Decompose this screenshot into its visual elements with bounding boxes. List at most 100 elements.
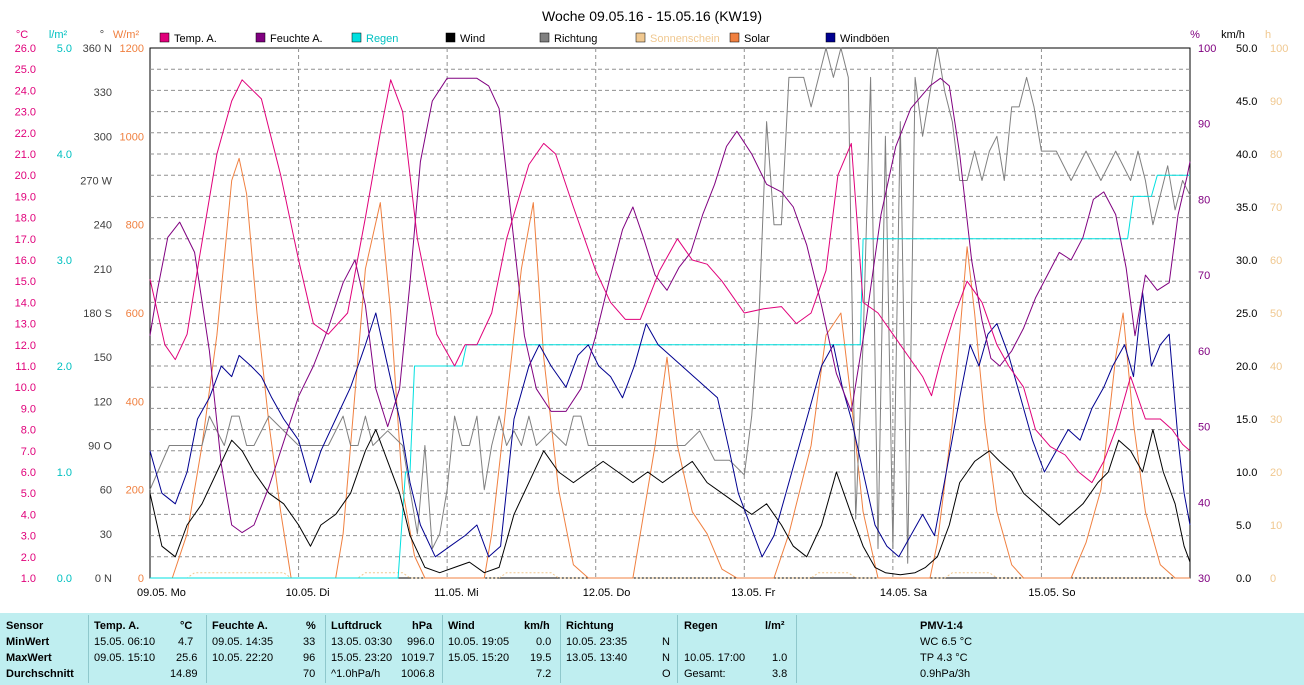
x-axis-labels: 09.05. Mo 10.05. Di 11.05. Mi 12.05. Do 13.0… — [137, 587, 1076, 599]
stats-cell: 0.0 — [536, 636, 552, 648]
axis-tick-label: 30 — [100, 529, 112, 541]
axis-tick-label: 25.0 — [15, 64, 36, 76]
stats-cell: 0.9hPa/3h — [920, 668, 971, 680]
axis-tick-label: 0 N — [95, 573, 112, 585]
axis-tick-label: 1.0 — [21, 573, 36, 585]
stats-cell: 15.05. 06:10 — [94, 636, 156, 648]
axis-tick-label: 4.0 — [21, 509, 36, 521]
stats-cell: 10.05. 19:05 — [448, 636, 510, 648]
stats-header-humidity: Feuchte A. — [212, 620, 268, 632]
axis-tick-label: 7.0 — [21, 446, 36, 458]
axis-tick-label: 5.0 — [57, 43, 72, 55]
stats-header-sensor: Sensor — [6, 620, 44, 632]
axis-tick-label: 180 S — [83, 308, 112, 320]
axis-tick-label: 30.0 — [1236, 255, 1257, 267]
axis-tick-label: 40 — [1198, 497, 1210, 509]
axis-tick-label: 400 — [126, 396, 144, 408]
legend-swatch — [825, 32, 836, 43]
axis-unit-title: ° — [100, 29, 104, 41]
axis-tick-label: 60 — [100, 485, 112, 497]
x-tick-label: 14.05. Sa — [880, 587, 928, 599]
axis-tick-label: 100 — [1198, 43, 1216, 55]
axis-unit-title: l/m² — [49, 29, 68, 41]
weather-chart: Woche 09.05.16 - 15.05.16 (KW19) Temp. A… — [15, 8, 1289, 599]
legend-swatch — [539, 32, 550, 43]
axis-tick-label: 13.0 — [15, 319, 36, 331]
stats-cell: 25.6 — [176, 652, 198, 664]
axis-tick-label: 1.0 — [57, 467, 72, 479]
stats-cell: 3.8 — [772, 668, 788, 680]
axis-tick-label: 60 — [1270, 255, 1282, 267]
axis-tick-label: 90 — [1198, 119, 1210, 131]
stats-cell: Gesamt: — [684, 668, 726, 680]
axis-tick-label: 2.0 — [21, 552, 36, 564]
axis-tick-label: 9.0 — [21, 403, 36, 415]
axis-tick-label: 10.0 — [1236, 467, 1257, 479]
axis-tick-label: 50.0 — [1236, 43, 1257, 55]
axis-tick-label: 90 O — [88, 441, 112, 453]
legend-label: Wind — [460, 33, 485, 45]
axis-tick-label: 14.0 — [15, 297, 36, 309]
axis-tick-label: 80 — [1270, 149, 1282, 161]
x-tick-label: 13.05. Fr — [731, 587, 775, 599]
axis-unit-title: °C — [16, 29, 28, 41]
x-tick-label: 10.05. Di — [286, 587, 330, 599]
stats-header-wind: Wind — [448, 620, 475, 632]
right-axes: 1009080706050403050.045.040.035.030.025.… — [1198, 43, 1288, 585]
axis-tick-label: 6.0 — [21, 467, 36, 479]
series-line-sonnenschein — [150, 572, 1190, 579]
axis-tick-label: 15.0 — [1236, 414, 1257, 426]
axis-tick-label: 1200 — [120, 43, 144, 55]
axis-unit-title: % — [1190, 29, 1200, 41]
axis-tick-label: 5.0 — [21, 488, 36, 500]
axis-tick-label: 360 N — [83, 43, 112, 55]
stats-cell: ^1.0hPa/h — [331, 668, 381, 680]
series-line-solar — [150, 157, 1190, 579]
axis-tick-label: 24.0 — [15, 85, 36, 97]
stats-cell: 7.2 — [536, 668, 552, 680]
stats-cell: 14.89 — [170, 668, 198, 680]
series-line-wind — [149, 429, 1191, 576]
axis-tick-label: 0 — [138, 573, 144, 585]
legend-swatch — [351, 32, 362, 43]
stats-header-pressure-unit: hPa — [412, 620, 433, 632]
axis-tick-label: 23.0 — [15, 107, 36, 119]
axis-tick-label: 200 — [126, 485, 144, 497]
axis-tick-label: 26.0 — [15, 43, 36, 55]
axis-tick-label: 600 — [126, 308, 144, 320]
axis-tick-label: 0.0 — [1236, 573, 1251, 585]
legend-label: Richtung — [554, 33, 597, 45]
axis-tick-label: 80 — [1198, 194, 1210, 206]
axis-tick-label: 50 — [1198, 422, 1210, 434]
axis-tick-label: 150 — [94, 352, 112, 364]
chart-series — [149, 47, 1191, 579]
series-line-feuchte-a- — [149, 77, 1191, 534]
axis-tick-label: 20.0 — [1236, 361, 1257, 373]
axis-tick-label: 30 — [1270, 414, 1282, 426]
stats-header-wind-unit: km/h — [524, 620, 550, 632]
axis-tick-label: 3.0 — [57, 255, 72, 267]
axis-tick-label: 17.0 — [15, 234, 36, 246]
axis-tick-label: 60 — [1198, 346, 1210, 358]
stats-row-label: MaxWert — [6, 652, 52, 664]
axis-tick-label: 50 — [1270, 308, 1282, 320]
legend-swatch — [159, 32, 170, 43]
axis-tick-label: 120 — [94, 396, 112, 408]
axis-tick-label: 330 — [94, 87, 112, 99]
legend-label: Regen — [366, 33, 398, 45]
x-tick-label: 12.05. Do — [583, 587, 631, 599]
legend-label: Feuchte A. — [270, 33, 323, 45]
axis-tick-label: 70 — [1198, 270, 1210, 282]
stats-cell: 1.0 — [772, 652, 788, 664]
axis-tick-label: 0 — [1270, 573, 1276, 585]
stats-cell: 96 — [303, 652, 316, 664]
stats-cell: O — [662, 668, 671, 680]
series-line-richtung — [149, 47, 1191, 564]
stats-header-temp-unit: °C — [180, 620, 193, 632]
stats-cell: N — [662, 652, 670, 664]
stats-header-direction: Richtung — [566, 620, 614, 632]
stats-cell: 4.7 — [178, 636, 194, 648]
stats-row-label: Durchschnitt — [6, 668, 74, 680]
axis-unit-title: W/m² — [113, 29, 140, 41]
axis-unit-labels: °C l/m² ° W/m²% km/h h — [16, 29, 1271, 41]
